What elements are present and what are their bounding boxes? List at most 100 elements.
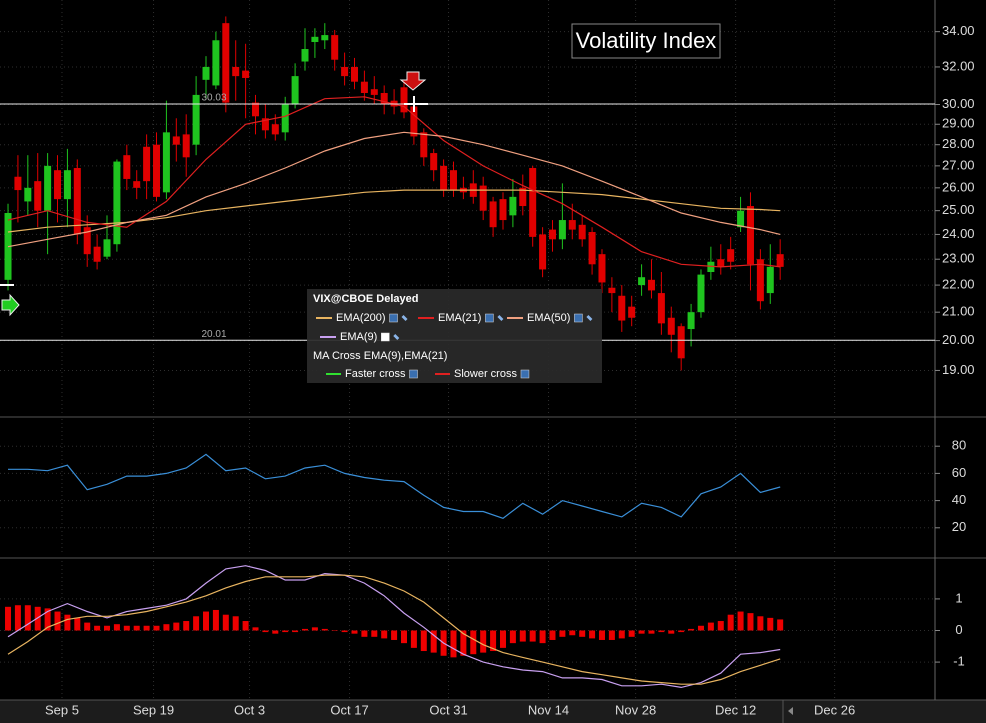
candle-body: [242, 70, 250, 78]
candle-body: [618, 295, 626, 321]
candle-body: [192, 94, 200, 145]
y-tick-label: 23.00: [942, 251, 975, 266]
y-tick-label: 29.00: [942, 116, 975, 131]
histogram-bar: [54, 611, 61, 631]
legend-title: VIX@CBOE Delayed: [313, 293, 418, 305]
chart-title: Volatility Index: [576, 28, 717, 53]
histogram-bar: [361, 630, 368, 637]
y-tick-label: 25.00: [942, 202, 975, 217]
histogram-bar: [252, 627, 259, 631]
histogram-bar: [391, 630, 398, 640]
legend-label: Faster cross: [345, 368, 406, 380]
histogram-bar: [549, 630, 556, 640]
scroll-icon[interactable]: [788, 707, 793, 715]
candle-body: [182, 134, 190, 158]
histogram-bar: [34, 606, 41, 631]
x-tick-label: Nov 28: [615, 702, 656, 717]
candle-body: [756, 259, 764, 302]
histogram-bar: [321, 628, 328, 631]
slower-cross-arrow: [399, 71, 427, 91]
histogram-bar: [777, 619, 784, 631]
histogram-bar: [292, 630, 299, 633]
histogram-bar: [579, 630, 586, 637]
y-tick-label: -1: [953, 654, 965, 669]
legend-box: [307, 289, 602, 383]
candle-body: [380, 92, 388, 105]
histogram-bar: [697, 625, 704, 631]
candle-body: [539, 234, 547, 270]
candle-body: [677, 326, 685, 359]
histogram-bar: [183, 621, 190, 631]
candle-body: [222, 23, 230, 103]
histogram-bar: [163, 624, 170, 631]
candle-body: [489, 201, 497, 228]
histogram-bar: [767, 617, 774, 631]
candle-body: [638, 277, 646, 286]
legend-checkbox[interactable]: [409, 369, 418, 379]
histogram-bar: [262, 630, 269, 633]
candle-body: [261, 118, 269, 131]
histogram-bar: [133, 625, 140, 631]
histogram-bar: [272, 630, 279, 634]
legend-checkbox[interactable]: [389, 313, 398, 323]
candle-body: [519, 187, 527, 207]
legend-settings-icon[interactable]: [401, 315, 408, 321]
histogram-bar: [341, 630, 348, 633]
y-tick-label: 80: [952, 438, 966, 453]
histogram-bar: [400, 630, 407, 644]
legend-label: EMA(21): [438, 312, 481, 324]
legend-checkbox[interactable]: [574, 313, 583, 323]
candle-body: [776, 254, 784, 267]
legend-checkbox[interactable]: [520, 369, 530, 379]
y-tick-label: 28.00: [942, 136, 975, 151]
candle-body: [727, 249, 735, 262]
y-tick-label: 34.00: [942, 23, 975, 38]
histogram-bar: [529, 630, 536, 642]
histogram-bar: [371, 630, 378, 637]
candle-body: [93, 246, 101, 262]
candle-body: [54, 170, 62, 200]
level-label: 30.03: [201, 93, 226, 104]
macd-line: [7, 565, 781, 689]
legend-settings-icon[interactable]: [497, 315, 504, 321]
legend-checkbox[interactable]: [485, 313, 494, 323]
histogram-bar: [5, 606, 12, 631]
histogram-bar: [242, 621, 249, 631]
histogram-bar: [519, 630, 526, 642]
legend-checkbox[interactable]: [381, 332, 390, 342]
histogram-bar: [727, 614, 734, 631]
y-tick-label: 20.00: [942, 332, 975, 347]
histogram-bar: [173, 622, 180, 631]
candle-body: [83, 227, 91, 255]
y-tick-label: 1: [955, 590, 962, 605]
legend-settings-icon[interactable]: [393, 334, 400, 340]
histogram-bar: [212, 609, 219, 631]
histogram-bar: [678, 630, 685, 633]
candle-body: [578, 224, 586, 240]
candle-body: [707, 261, 715, 273]
histogram-bar: [658, 630, 665, 633]
y-tick-label: 32.00: [942, 58, 975, 73]
x-tick-label: Oct 17: [330, 702, 368, 717]
candle-body: [440, 165, 448, 191]
histogram-bar: [608, 630, 615, 640]
histogram-bar: [123, 625, 130, 631]
x-tick-label: Nov 14: [528, 702, 569, 717]
histogram-bar: [707, 622, 714, 631]
legend-settings-icon[interactable]: [586, 315, 593, 321]
level-label: 20.01: [201, 329, 226, 340]
histogram-bar: [143, 625, 150, 631]
candle-body: [717, 259, 725, 267]
histogram-bar: [559, 630, 566, 637]
histogram-bar: [282, 630, 289, 633]
candle-body: [370, 89, 378, 95]
histogram-bar: [668, 630, 675, 634]
candle-body: [162, 132, 170, 193]
legend-label: EMA(200): [336, 312, 386, 324]
histogram-bar: [351, 630, 358, 634]
candle-body: [400, 87, 408, 113]
histogram-bar: [618, 630, 625, 639]
